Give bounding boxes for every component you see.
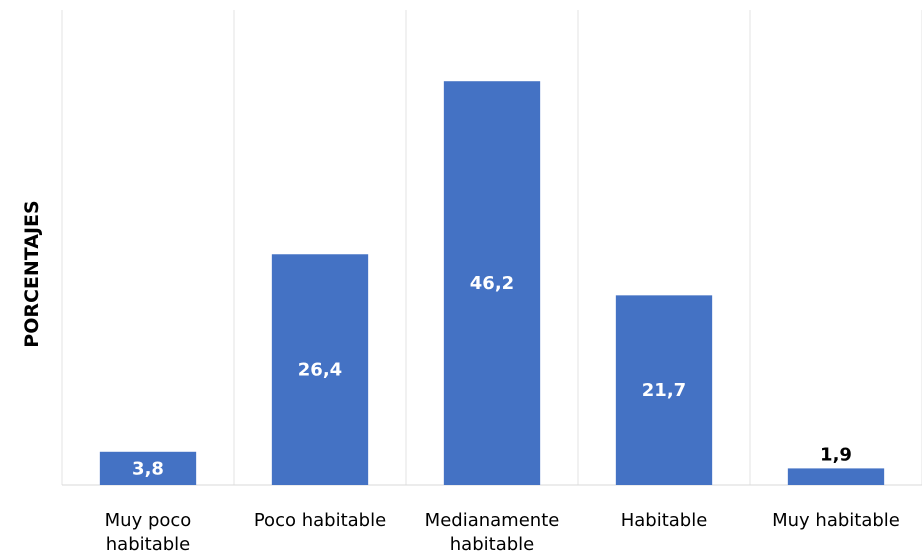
bar [443,81,541,485]
x-tick-label: habitable [450,534,534,555]
x-tick-label: Muy poco [105,510,192,531]
x-tick-label: Medianamente [425,510,560,531]
data-label: 21,7 [642,380,686,401]
data-label: 26,4 [298,360,342,381]
y-axis-label: PORCENTAJES [21,200,43,347]
data-label: 46,2 [470,273,514,294]
gridlines [61,10,922,485]
x-tick-label: Habitable [621,510,708,531]
bar [99,451,197,485]
data-label: 3,8 [132,458,164,479]
bar [271,254,369,485]
value-labels: 3,8 26,4 46,2 21,7 1,9 [132,273,852,479]
bar [615,295,713,485]
x-tick-labels: Muy poco habitable Poco habitable Medianame… [105,510,900,555]
bars [99,81,885,485]
x-tick-label: Muy habitable [772,510,900,531]
x-tick-label: Poco habitable [254,510,386,531]
x-tick-label: habitable [106,534,190,555]
data-label: 1,9 [820,444,852,465]
bar [787,468,885,485]
